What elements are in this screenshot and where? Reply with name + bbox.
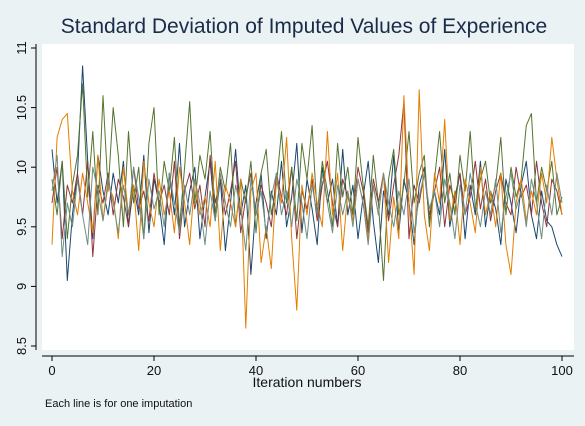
series-line-5 xyxy=(51,154,563,258)
series-line-2 xyxy=(51,101,563,258)
y-tick-label: 8.5 xyxy=(14,337,29,355)
x-tick-label: 60 xyxy=(351,363,365,378)
y-axis-ticks: 8.5 9 9.5 10 10.5 11 xyxy=(14,41,36,355)
series-line-3 xyxy=(51,83,563,281)
y-tick-label: 11 xyxy=(14,41,29,55)
y-tick-label: 9.5 xyxy=(14,218,29,236)
y-tick-label: 9 xyxy=(14,283,29,290)
y-tick-label: 10.5 xyxy=(14,95,29,120)
x-tick-label: 80 xyxy=(453,363,467,378)
y-tick-label: 10 xyxy=(14,160,29,174)
chart-note: Each line is for one imputation xyxy=(45,398,192,410)
x-tick-label: 40 xyxy=(249,363,263,378)
x-tick-label: 20 xyxy=(147,363,161,378)
x-axis-title: Iteration numbers xyxy=(253,374,362,390)
x-tick-label: 0 xyxy=(48,363,55,378)
x-axis-ticks: 0 20 40 60 80 100 xyxy=(48,356,573,378)
chart-title: Standard Deviation of Imputed Values of … xyxy=(61,15,547,38)
series-layer xyxy=(51,65,563,329)
x-tick-label: 100 xyxy=(551,363,573,378)
